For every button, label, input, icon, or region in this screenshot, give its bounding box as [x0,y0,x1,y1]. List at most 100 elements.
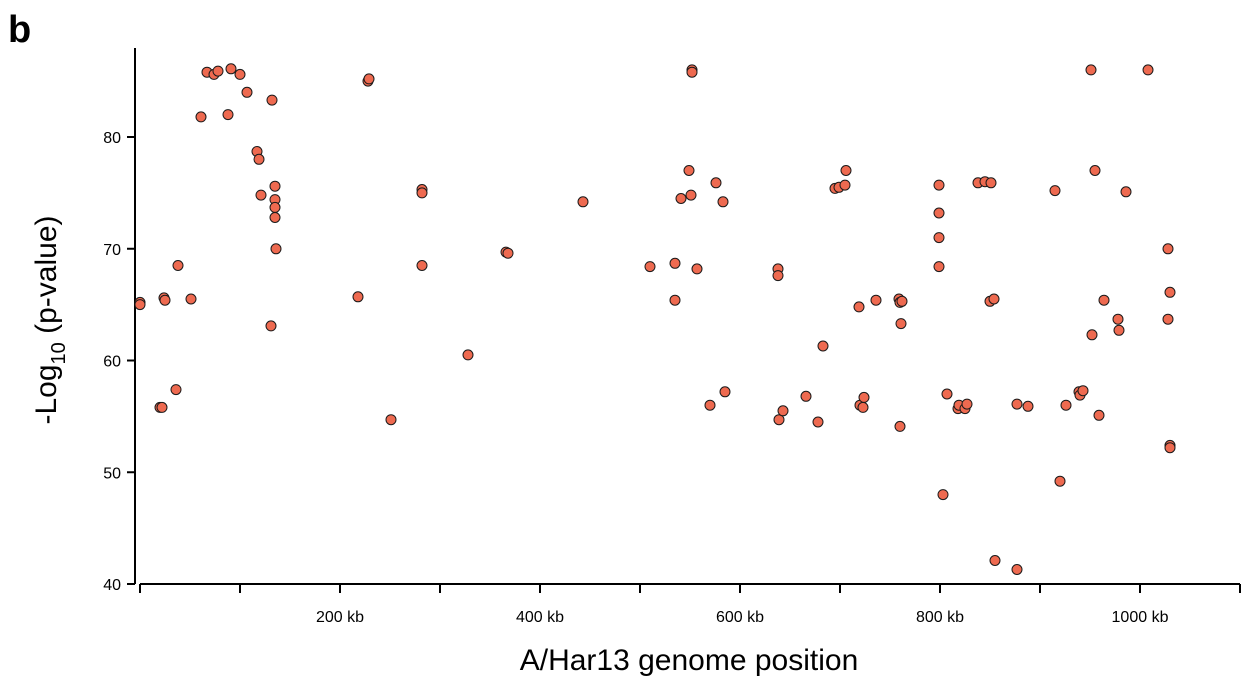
data-point [269,212,281,223]
data-point [159,294,171,306]
y-tick-label: 80 [103,130,121,147]
data-point [1162,243,1174,255]
data-point [1011,398,1023,410]
data-point [691,263,703,275]
x-tick-label: 200 kb [316,609,364,626]
data-point [704,399,716,411]
y-axis-title-subscript: 10 [48,342,70,364]
data-point [669,257,681,269]
data-point [1022,400,1034,412]
data-point [1164,286,1176,298]
y-ticks: 40 50 60 70 80 [103,130,135,594]
x-tick-label: 1000 kb [1112,609,1169,626]
data-point [385,414,397,426]
data-point [222,109,234,121]
data-point [1098,294,1110,306]
data-point [1060,399,1072,411]
data-point [933,232,945,244]
data-point [416,187,428,199]
data-point [840,165,852,176]
y-tick-label: 70 [103,242,121,259]
data-point [170,384,182,396]
data-point [717,196,729,208]
data-point [502,247,514,259]
data-point [685,189,697,201]
data-point [989,555,1001,566]
data-point [269,201,281,213]
data-point [812,416,824,428]
data-point [683,165,695,176]
data-points [134,63,1176,575]
data-point [134,299,146,311]
data-point [772,270,784,282]
data-point [265,320,277,332]
y-tick-label: 40 [103,577,121,594]
data-point [253,153,265,165]
data-point [241,86,253,98]
data-point [839,179,851,191]
data-point [858,391,870,403]
data-point [577,196,589,208]
data-point [234,68,246,80]
data-point [255,189,267,201]
data-point [985,177,997,189]
data-point [870,294,882,306]
x-tick-label: 400 kb [516,609,564,626]
data-point [719,386,731,398]
data-point [937,489,949,501]
data-point [710,177,722,189]
y-tick-label: 60 [103,354,121,371]
y-axis-title-rest: (p-value) [30,215,63,342]
data-point [1089,165,1101,176]
data-point [1164,442,1176,454]
data-point [686,66,698,78]
data-point [266,94,278,106]
data-point [352,291,364,303]
axes: 40 50 60 70 80 200 kb 400 kb 600 kb 800 kb 1000 … [103,48,1241,626]
data-point [933,207,945,219]
y-tick-label: 50 [103,465,121,482]
data-point [270,243,282,255]
x-axis-title: A/Har13 genome position [520,644,859,677]
data-point [988,293,1000,305]
data-point [895,318,907,330]
data-point [1162,313,1174,325]
x-tick-label: 800 kb [916,609,964,626]
x-ticks: 200 kb 400 kb 600 kb 800 kb 1000 kb [139,584,1241,626]
data-point [156,401,168,413]
data-point [1011,564,1023,575]
data-point [1113,324,1125,336]
data-point [961,398,973,410]
data-point [1093,409,1105,421]
data-point [195,111,207,123]
data-point [225,63,237,75]
data-point [933,179,945,191]
data-point [675,193,687,204]
y-axis-title-main: -Log [30,364,63,424]
data-point [1142,64,1154,76]
panel-letter: b [8,9,31,51]
y-axis-title: -Log10 (p-value) [30,215,70,424]
data-point [1054,475,1066,487]
data-point [462,349,474,361]
data-point [1112,313,1124,325]
data-point [212,65,224,77]
data-point [269,180,281,192]
data-point [185,293,197,305]
data-point [1086,329,1098,341]
data-point [669,294,681,306]
data-point [1077,385,1089,397]
data-point [1085,64,1097,76]
data-point [857,401,869,413]
data-point [773,414,785,426]
data-point [363,73,375,85]
data-point [172,260,184,271]
data-point [933,261,945,273]
data-point [777,405,789,417]
data-point [817,340,829,352]
data-point [896,295,908,307]
data-point [416,260,428,271]
data-point [853,301,865,313]
data-point [644,261,656,273]
